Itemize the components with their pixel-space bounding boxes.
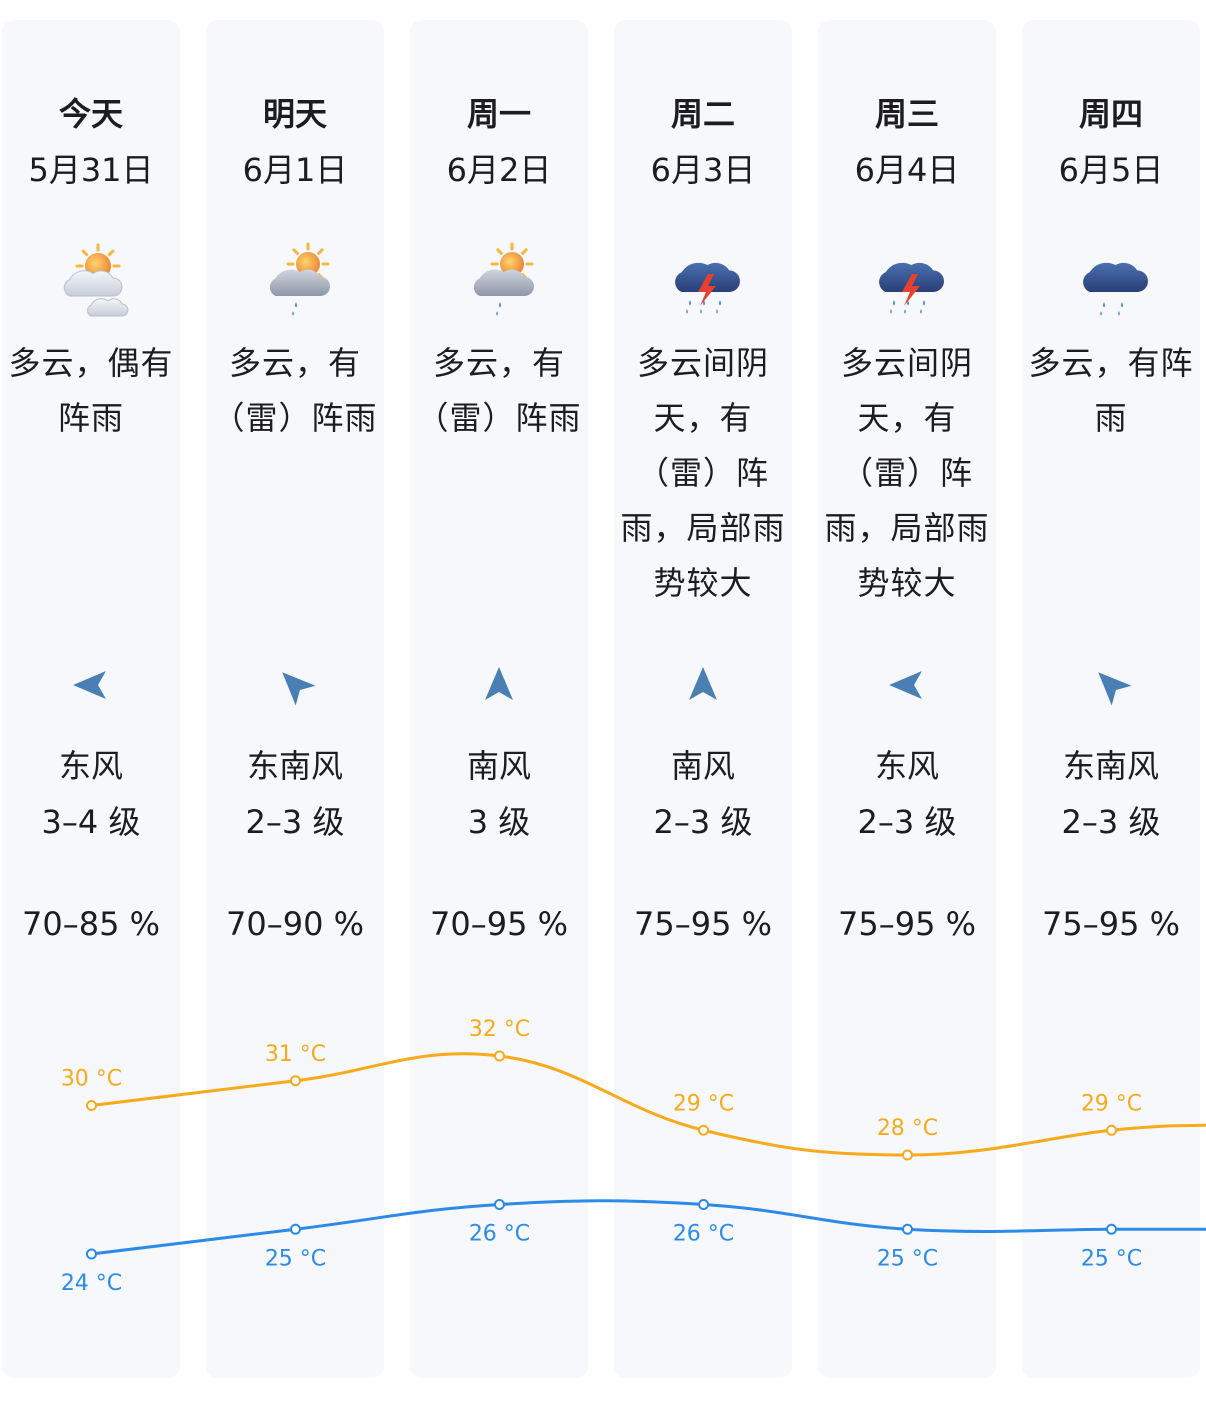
- wind-level: 2–3 级: [857, 803, 957, 841]
- partly-cloudy-icon: [63, 243, 129, 317]
- weather-description-line: 势较大: [857, 564, 957, 602]
- sun-cloud-rain-icon: [473, 242, 534, 316]
- wind-arrow-icon: [282, 672, 316, 706]
- day-date: 5月31日: [28, 151, 154, 189]
- weather-description-line: （雷）阵: [636, 454, 769, 492]
- day-of-week: 周四: [1078, 95, 1143, 133]
- day-date: 6月3日: [650, 151, 756, 189]
- weather-description: 多云间阴天，有 （雷）阵雨，局部雨势较大: [608, 336, 798, 611]
- day-column: 周二 6月3日多云间阴天，有 （雷）阵雨，局部雨势较大南风 2–3 级 75–95 %: [614, 20, 792, 1378]
- wind-arrow-icon: [689, 667, 717, 700]
- wind-level: 3 级: [467, 803, 531, 841]
- weather-description: 多云，有 （雷）阵雨: [200, 336, 390, 446]
- humidity: 75–95 %: [1041, 905, 1180, 943]
- wind-direction: 东南风: [1062, 747, 1159, 785]
- weather-description-line: （雷）阵雨: [212, 399, 378, 437]
- day-column: 周四 6月5日多云，有阵雨东南风 2–3 级 75–95 %: [1022, 20, 1200, 1378]
- wind-arrow-icon: [889, 671, 922, 699]
- weather-description: 多云，偶有阵雨: [0, 336, 186, 446]
- weather-description-line: 多云，有: [228, 344, 361, 382]
- weather-description-line: 多云，偶有: [8, 344, 174, 382]
- day-of-week: 今天: [58, 95, 123, 133]
- day-column: 周一 6月2日多云，有 （雷）阵雨南风 3 级 70–95 %: [410, 20, 588, 1378]
- weather-description-line: 雨: [1094, 399, 1128, 437]
- humidity: 75–95 %: [633, 905, 772, 943]
- day-of-week: 明天: [262, 95, 327, 133]
- wind-direction: 东风: [58, 747, 123, 785]
- day-date: 6月4日: [854, 151, 960, 189]
- weather-description-line: 阵雨: [57, 399, 124, 437]
- wind-arrow-icon: [485, 667, 513, 700]
- wind-arrow-icon: [1098, 672, 1132, 706]
- weather-description: 多云间阴天，有 （雷）阵雨，局部雨势较大: [812, 336, 1002, 611]
- thunderstorm-icon: [879, 262, 944, 314]
- day-date: 6月2日: [446, 151, 552, 189]
- weather-description-line: 雨，局部雨: [620, 509, 786, 547]
- day-column: 明天 6月1日多云，有 （雷）阵雨东南风 2–3 级 70–90 %: [206, 20, 384, 1378]
- day-date: 6月5日: [1058, 151, 1164, 189]
- humidity: 70–95 %: [429, 905, 568, 943]
- wind-direction: 南风: [466, 747, 531, 785]
- thunderstorm-icon: [675, 262, 740, 314]
- weather-description-line: （雷）阵雨: [416, 399, 582, 437]
- humidity: 75–95 %: [837, 905, 976, 943]
- day-column: 周三 6月4日多云间阴天，有 （雷）阵雨，局部雨势较大东风 2–3 级 75–95 %: [818, 20, 996, 1378]
- weather-description-line: 雨，局部雨: [824, 509, 990, 547]
- day-of-week: 周二: [670, 95, 735, 133]
- wind-level: 2–3 级: [1061, 803, 1161, 841]
- day-of-week: 周三: [874, 95, 939, 133]
- wind-direction: 东南风: [246, 747, 343, 785]
- humidity: 70–90 %: [225, 905, 364, 943]
- wind-level: 3–4 级: [41, 803, 141, 841]
- wind-arrow-icon: [73, 671, 106, 699]
- weather-description-line: 多云，有阵: [1028, 344, 1194, 382]
- weather-description: 多云，有 （雷）阵雨: [404, 336, 594, 446]
- day-date: 6月1日: [242, 151, 348, 189]
- wind-level: 2–3 级: [653, 803, 753, 841]
- wind-direction: 东风: [874, 747, 939, 785]
- sun-cloud-rain-icon: [269, 242, 330, 316]
- weather-description-line: 势较大: [653, 564, 753, 602]
- humidity: 70–85 %: [21, 905, 160, 943]
- weather-description: 多云，有阵雨: [1016, 336, 1206, 446]
- rain-cloud-icon: [1083, 262, 1148, 316]
- weather-description-line: 天，有: [653, 399, 753, 437]
- weather-description-line: （雷）阵: [840, 454, 973, 492]
- weather-description-line: 多云，有: [432, 344, 565, 382]
- day-column: 今天 5月31日多云，偶有阵雨东风 3–4 级 70–85 %: [2, 20, 180, 1378]
- weather-description-line: 多云间阴: [840, 344, 973, 382]
- day-of-week: 周一: [466, 95, 531, 133]
- wind-direction: 南风: [670, 747, 735, 785]
- weather-description-line: 多云间阴: [636, 344, 769, 382]
- wind-level: 2–3 级: [245, 803, 345, 841]
- weather-description-line: 天，有: [857, 399, 957, 437]
